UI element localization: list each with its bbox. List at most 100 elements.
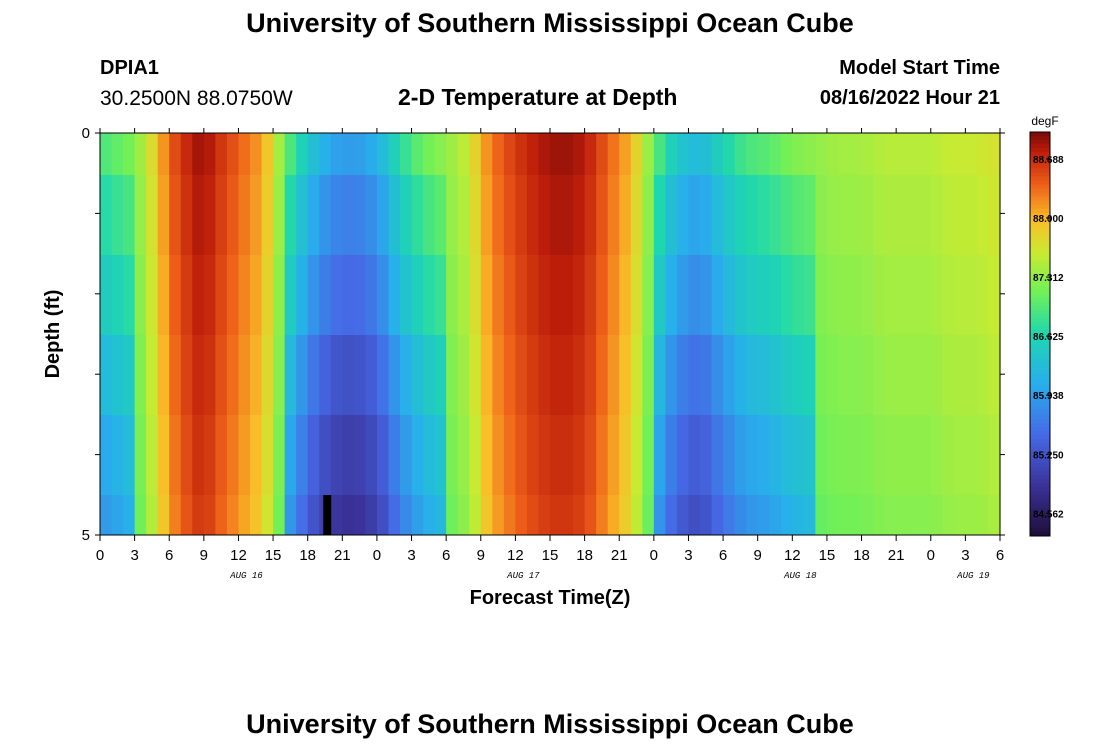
heatmap-cell bbox=[342, 415, 355, 495]
heatmap-cell bbox=[896, 175, 909, 255]
heatmap-cell bbox=[273, 255, 286, 335]
heatmap-cell bbox=[965, 335, 978, 415]
colorbar-swatch bbox=[1030, 443, 1050, 448]
heatmap-cell bbox=[907, 415, 920, 495]
heatmap-cell bbox=[630, 255, 643, 335]
colorbar-swatch bbox=[1030, 136, 1050, 141]
x-tick-label: 21 bbox=[888, 547, 905, 564]
x-axis: 0 3 6 9 12 15 18 21 0 3 6 9 12 15 18 21 0 3 6 9 12 15 18 21 0 3 6A… bbox=[96, 128, 1004, 581]
heatmap-cell bbox=[296, 415, 309, 495]
heatmap-cell bbox=[850, 175, 863, 255]
heatmap-cell bbox=[492, 335, 505, 415]
heatmap-cell bbox=[169, 415, 182, 495]
heatmap-cell bbox=[965, 255, 978, 335]
heatmap-cell bbox=[353, 415, 366, 495]
heatmap-cell bbox=[965, 133, 978, 175]
heatmap-cell bbox=[688, 415, 701, 495]
heatmap-cell bbox=[492, 175, 505, 255]
colorbar-swatch bbox=[1030, 471, 1050, 476]
colorbar-swatch bbox=[1030, 325, 1050, 331]
heatmap-cell bbox=[157, 255, 170, 335]
heatmap-cell bbox=[711, 175, 724, 255]
colorbar-swatch bbox=[1030, 192, 1050, 198]
heatmap-cell bbox=[538, 175, 551, 255]
heatmap-cell bbox=[607, 495, 620, 535]
colorbar-tick-label: 85.938 bbox=[1033, 391, 1064, 402]
heatmap-cell bbox=[688, 335, 701, 415]
heatmap-cell bbox=[215, 175, 228, 255]
colorbar-swatch bbox=[1030, 180, 1050, 186]
heatmap-cell bbox=[769, 335, 782, 415]
heatmap-cell bbox=[434, 415, 447, 495]
colorbar-swatch bbox=[1030, 148, 1050, 153]
heatmap-cell bbox=[515, 255, 528, 335]
heatmap-cell bbox=[746, 335, 759, 415]
heatmap-cell bbox=[111, 495, 124, 535]
heatmap-cell bbox=[803, 133, 816, 175]
heatmap-cell bbox=[826, 495, 840, 535]
heatmap-cell bbox=[607, 335, 620, 415]
heatmap-cell bbox=[423, 175, 436, 255]
heatmap-cell bbox=[630, 175, 643, 255]
heatmap-cell bbox=[550, 335, 563, 415]
heatmap-cell bbox=[100, 335, 113, 415]
heatmap-cell bbox=[457, 415, 470, 495]
heatmap-cell bbox=[457, 335, 470, 415]
heatmap-cell bbox=[561, 133, 574, 175]
heatmap-cell bbox=[700, 335, 713, 415]
heatmap-cell bbox=[619, 255, 632, 335]
heatmap-cell bbox=[734, 255, 747, 335]
heatmap-cell bbox=[826, 175, 840, 255]
colorbar-swatch bbox=[1030, 156, 1050, 161]
heatmap-cell bbox=[261, 495, 274, 535]
date-label: AUG 18 bbox=[783, 571, 817, 581]
colorbar-swatch bbox=[1030, 261, 1050, 266]
heatmap-cell bbox=[526, 175, 540, 255]
heatmap-cell bbox=[792, 255, 805, 335]
heatmap-cell bbox=[711, 133, 724, 175]
heatmap-cell bbox=[446, 335, 459, 415]
heatmap-cell bbox=[492, 255, 505, 335]
heatmap-cell bbox=[965, 175, 978, 255]
colorbar-swatch bbox=[1030, 439, 1050, 444]
colorbar-swatch bbox=[1030, 305, 1050, 311]
heatmap-cell bbox=[203, 415, 216, 495]
heatmap-cell bbox=[861, 495, 874, 535]
colorbar-swatch bbox=[1030, 378, 1050, 383]
heatmap-cell bbox=[400, 495, 413, 535]
heatmap-cell bbox=[838, 415, 851, 495]
colorbar-swatch bbox=[1030, 212, 1050, 218]
x-tick-label: 18 bbox=[299, 547, 316, 564]
heatmap-cell bbox=[884, 335, 897, 415]
heatmap-cell bbox=[238, 335, 251, 415]
heatmap-cell bbox=[203, 133, 216, 175]
heatmap-cell bbox=[826, 133, 840, 175]
heatmap-cell bbox=[273, 335, 286, 415]
heatmap-cell bbox=[930, 133, 943, 175]
colorbar-swatch bbox=[1030, 483, 1050, 489]
date-label: AUG 16 bbox=[229, 571, 263, 581]
heatmap-cell bbox=[250, 133, 263, 175]
heatmap-cell bbox=[700, 415, 713, 495]
heatmap-cell bbox=[169, 175, 182, 255]
heatmap-cell bbox=[815, 255, 828, 335]
colorbar-swatch bbox=[1030, 164, 1050, 169]
heatmap-cell bbox=[273, 415, 286, 495]
heatmap-cell bbox=[953, 133, 966, 175]
heatmap-cell bbox=[353, 495, 366, 535]
heatmap-cell bbox=[480, 415, 493, 495]
x-tick-label: 12 bbox=[230, 547, 247, 564]
heatmap-cell bbox=[100, 495, 113, 535]
x-tick-label: 3 bbox=[407, 547, 415, 564]
colorbar-tick-label: 88.000 bbox=[1033, 214, 1064, 225]
heatmap-cell bbox=[434, 175, 447, 255]
heatmap-cell bbox=[134, 415, 147, 495]
heatmap-cell bbox=[376, 415, 390, 495]
heatmap-cell bbox=[526, 255, 540, 335]
x-tick-label: 9 bbox=[477, 547, 485, 564]
heatmap-cell bbox=[400, 133, 413, 175]
heatmap-cell bbox=[988, 335, 1001, 415]
heatmap-cell bbox=[792, 415, 805, 495]
colorbar: 88.688 88.000 87.312 86.625 85.938 85.250 84.5… bbox=[1029, 131, 1064, 537]
heatmap-cell bbox=[134, 335, 147, 415]
